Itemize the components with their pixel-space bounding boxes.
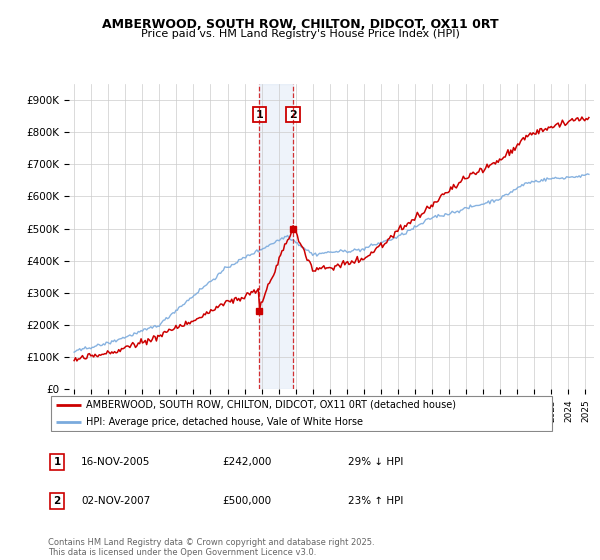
- Text: AMBERWOOD, SOUTH ROW, CHILTON, DIDCOT, OX11 0RT: AMBERWOOD, SOUTH ROW, CHILTON, DIDCOT, O…: [101, 18, 499, 31]
- Text: 16-NOV-2005: 16-NOV-2005: [81, 457, 151, 467]
- Text: £500,000: £500,000: [222, 496, 271, 506]
- Bar: [259, 84, 293, 389]
- Text: 23% ↑ HPI: 23% ↑ HPI: [348, 496, 403, 506]
- FancyBboxPatch shape: [50, 396, 553, 431]
- Text: AMBERWOOD, SOUTH ROW, CHILTON, DIDCOT, OX11 0RT (detached house): AMBERWOOD, SOUTH ROW, CHILTON, DIDCOT, O…: [86, 399, 456, 409]
- Text: 2: 2: [289, 110, 297, 119]
- Text: £242,000: £242,000: [222, 457, 271, 467]
- Text: 1: 1: [256, 110, 263, 119]
- Text: 2: 2: [53, 496, 61, 506]
- Text: Price paid vs. HM Land Registry's House Price Index (HPI): Price paid vs. HM Land Registry's House …: [140, 29, 460, 39]
- Text: 02-NOV-2007: 02-NOV-2007: [81, 496, 150, 506]
- Text: Contains HM Land Registry data © Crown copyright and database right 2025.
This d: Contains HM Land Registry data © Crown c…: [48, 538, 374, 557]
- Text: 29% ↓ HPI: 29% ↓ HPI: [348, 457, 403, 467]
- Text: 1: 1: [53, 457, 61, 467]
- Text: HPI: Average price, detached house, Vale of White Horse: HPI: Average price, detached house, Vale…: [86, 417, 363, 427]
